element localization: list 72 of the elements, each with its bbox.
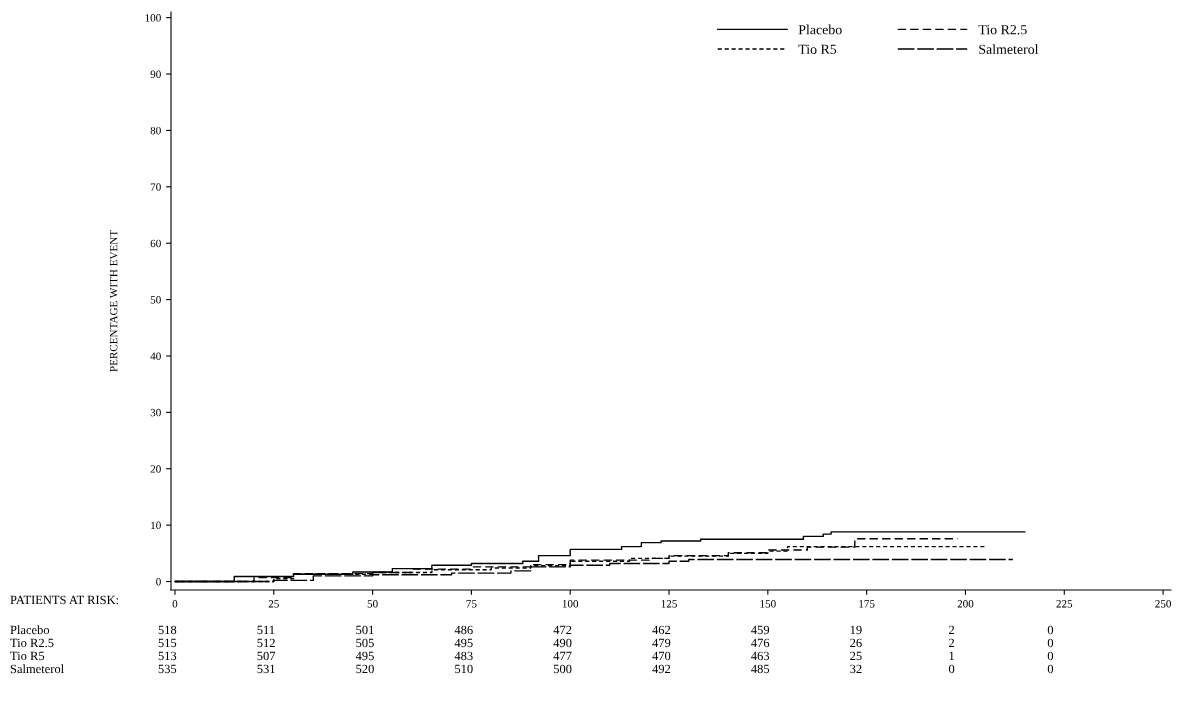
- legend-label: Salmeterol: [979, 44, 1039, 54]
- text: 485: [751, 664, 770, 674]
- y-axis-title: PERCENTAGE WITH EVENT: [109, 230, 118, 372]
- y-tick-label: 20: [150, 465, 161, 473]
- text: 518: [158, 625, 177, 635]
- y-tick-label: 100: [145, 14, 161, 22]
- x-tick-label: 100: [562, 600, 579, 608]
- text: 2: [949, 638, 955, 648]
- legend-label: Tio R5: [798, 44, 837, 54]
- text: Salmeterol: [10, 664, 64, 674]
- text: 19: [850, 625, 862, 635]
- y-tick-label: 90: [150, 70, 161, 78]
- text: PATIENTS AT RISK:: [10, 595, 119, 605]
- text: 0: [1047, 664, 1054, 674]
- text: 26: [850, 638, 862, 648]
- text: 479: [652, 638, 671, 648]
- text: 513: [158, 651, 177, 661]
- x-tick-label: 250: [1155, 600, 1171, 608]
- y-tick-label: 0: [156, 578, 161, 586]
- text: 0: [1047, 638, 1054, 648]
- text: 483: [454, 651, 473, 661]
- x-tick-label: 175: [859, 600, 875, 608]
- text: 25: [850, 651, 862, 661]
- text: 0: [1047, 651, 1054, 661]
- text: 515: [158, 638, 177, 648]
- text: 520: [356, 664, 374, 674]
- text: 531: [257, 664, 275, 674]
- text: 495: [355, 651, 374, 661]
- text: 470: [652, 651, 671, 661]
- y-tick-label: 50: [150, 296, 161, 304]
- text: 535: [158, 664, 177, 674]
- legend-label: Placebo: [798, 24, 842, 35]
- text: 495: [454, 638, 473, 648]
- text: 477: [553, 651, 572, 661]
- text: 512: [257, 638, 275, 648]
- text: 486: [454, 625, 473, 635]
- legend-label: Tio R2.5: [978, 25, 1027, 35]
- text: 0: [1047, 625, 1054, 635]
- x-tick-label: 200: [957, 600, 974, 608]
- text: Tio R2.5: [10, 638, 54, 648]
- text: 501: [356, 625, 374, 635]
- text: 462: [652, 625, 671, 635]
- text: 476: [751, 638, 770, 648]
- text: 2: [949, 625, 955, 635]
- text: 459: [751, 625, 770, 635]
- y-tick-label: 30: [150, 408, 161, 417]
- text: Placebo: [10, 625, 50, 635]
- text: 505: [356, 638, 374, 648]
- y-tick-label: 80: [150, 126, 161, 135]
- text: 472: [553, 625, 572, 635]
- text: 492: [652, 664, 671, 674]
- text: 32: [850, 664, 862, 674]
- y-tick-label: 40: [150, 352, 161, 360]
- x-tick-label: 125: [661, 600, 677, 608]
- text: Tio R5: [10, 651, 45, 661]
- text: 1: [949, 651, 954, 661]
- x-tick-label: 150: [760, 600, 776, 608]
- x-tick-label: 25: [268, 600, 279, 608]
- x-tick-label: 225: [1056, 600, 1073, 608]
- y-tick-label: 60: [150, 239, 161, 248]
- x-tick-label: 75: [466, 600, 477, 608]
- x-tick-label: 0: [172, 600, 178, 608]
- text: 507: [257, 651, 276, 661]
- text: 463: [751, 651, 770, 661]
- text: 0: [948, 664, 955, 674]
- y-tick-label: 70: [150, 183, 161, 191]
- y-tick-label: 10: [151, 521, 161, 530]
- text: 490: [553, 638, 572, 648]
- text: 510: [455, 664, 473, 674]
- x-tick-label: 50: [367, 600, 378, 608]
- text: 500: [553, 664, 572, 674]
- text: 511: [257, 625, 275, 635]
